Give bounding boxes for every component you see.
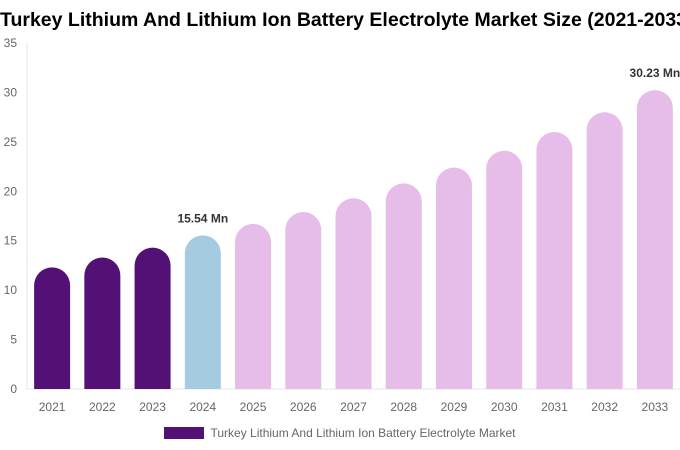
legend: Turkey Lithium And Lithium Ion Battery E…: [0, 426, 680, 440]
bar-2030: [486, 150, 523, 389]
bar-2026: [285, 212, 322, 389]
x-tick-label: 2023: [139, 400, 166, 414]
legend-label: Turkey Lithium And Lithium Ion Battery E…: [210, 426, 516, 440]
bar-2021: [34, 267, 71, 389]
chart-title: Turkey Lithium And Lithium Ion Battery E…: [0, 9, 680, 31]
y-tick-label: 25: [4, 135, 18, 149]
bar-2031: [536, 131, 573, 389]
x-tick-label: 2021: [39, 400, 66, 414]
x-tick-label: 2030: [491, 400, 518, 414]
x-tick-label: 2028: [390, 400, 417, 414]
bar-2024: [184, 235, 221, 389]
x-tick-label: 2024: [189, 400, 216, 414]
y-tick-label: 15: [4, 234, 18, 248]
y-tick-label: 0: [10, 382, 17, 396]
bar-2029: [435, 167, 472, 389]
x-tick-label: 2025: [240, 400, 267, 414]
y-tick-label: 10: [4, 283, 18, 297]
x-tick-label: 2033: [642, 400, 669, 414]
x-tick-label: 2031: [541, 400, 568, 414]
bar-2033: [636, 90, 673, 390]
bar-2022: [84, 257, 121, 389]
bar-2027: [335, 198, 372, 389]
x-tick-label: 2027: [340, 400, 367, 414]
y-tick-label: 35: [4, 36, 18, 50]
bar-2028: [385, 183, 422, 389]
x-tick-label: 2032: [591, 400, 618, 414]
x-tick-label: 2026: [290, 400, 317, 414]
x-tick-label: 2029: [441, 400, 468, 414]
legend-swatch: [164, 427, 205, 439]
y-tick-label: 5: [10, 333, 17, 347]
data-label-2024: 15.54 Mn: [177, 211, 228, 225]
data-label-2033: 30.23 Mn: [630, 66, 680, 80]
x-tick-label: 2022: [89, 400, 116, 414]
bar-2023: [134, 247, 171, 389]
bar-2025: [235, 223, 272, 389]
bar-2032: [586, 112, 623, 389]
y-tick-label: 30: [4, 85, 18, 99]
y-tick-label: 20: [4, 184, 18, 198]
